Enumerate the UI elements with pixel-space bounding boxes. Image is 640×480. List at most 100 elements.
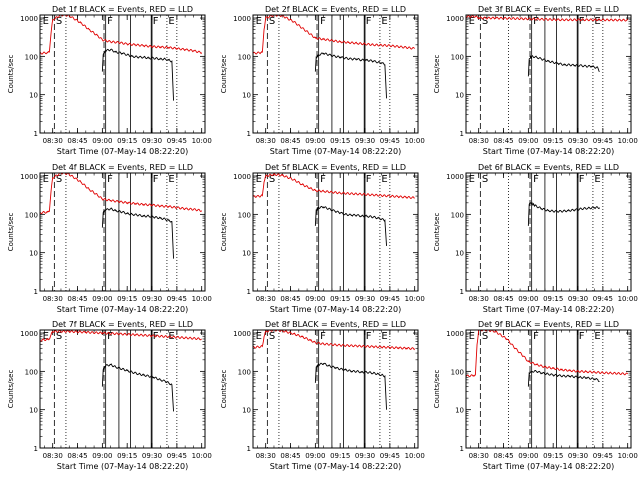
plot-frame	[252, 14, 419, 134]
event-marker-label: F	[320, 331, 326, 342]
y-tick-label: 100	[451, 368, 464, 376]
series-events	[527, 54, 600, 77]
y-tick-label: 100	[25, 211, 38, 219]
event-marker-label: S	[482, 16, 488, 27]
event-marker-label: E	[43, 16, 49, 27]
series-events	[314, 205, 387, 246]
plot-frame	[465, 172, 632, 292]
x-tick-label: 08:30	[43, 452, 63, 460]
y-tick-label: 1	[247, 130, 251, 138]
series-lld	[40, 173, 203, 215]
x-tick-label: 09:45	[593, 452, 613, 460]
event-marker-label: E	[381, 331, 387, 342]
x-tick-label: 08:30	[43, 137, 63, 145]
x-tick-label: 09:30	[568, 452, 588, 460]
y-tick-label: 1	[34, 445, 38, 453]
event-marker-label: F	[579, 331, 585, 342]
x-tick-label: 09:45	[593, 137, 613, 145]
event-marker-label: E	[381, 174, 387, 185]
y-tick-label: 10	[455, 92, 464, 100]
y-tick-label: 10	[455, 407, 464, 415]
x-tick-label: 09:45	[380, 137, 400, 145]
event-marker-label: F	[107, 16, 113, 27]
x-axis-label: Start Time (07-May-14 08:22:20)	[57, 305, 188, 314]
y-tick-label: 1000	[233, 330, 251, 338]
x-tick-label: 10:00	[192, 137, 212, 145]
y-tick-label: 1	[460, 130, 464, 138]
y-tick-label: 100	[451, 211, 464, 219]
x-tick-label: 09:00	[92, 452, 112, 460]
y-tick-label: 1000	[446, 330, 464, 338]
y-axis-label: Counts/sec	[433, 370, 441, 409]
y-tick-label: 1	[34, 130, 38, 138]
series-lld	[40, 15, 203, 55]
panel-8: Det 8f BLACK = Events, RED = LLD Counts/s…	[220, 320, 425, 471]
event-marker-label: E	[256, 174, 262, 185]
event-marker-label: F	[366, 174, 372, 185]
x-tick-label: 09:45	[167, 452, 187, 460]
series-events	[101, 207, 174, 259]
plot-frame	[39, 172, 206, 292]
y-tick-label: 10	[242, 407, 251, 415]
panel-6: Det 6f BLACK = Events, RED = LLD Counts/s…	[433, 163, 638, 314]
x-tick-label: 09:15	[330, 137, 350, 145]
event-marker-label: E	[256, 331, 262, 342]
event-marker-label: S	[56, 174, 62, 185]
panel-title: Det 7f BLACK = Events, RED = LLD	[52, 320, 193, 329]
event-marker-label: E	[43, 331, 49, 342]
event-marker-label: F	[533, 331, 539, 342]
panel-3: Det 3f BLACK = Events, RED = LLD Counts/s…	[433, 5, 638, 156]
panel-title: Det 4f BLACK = Events, RED = LLD	[52, 163, 193, 172]
y-tick-label: 1000	[233, 15, 251, 23]
y-axis-label: Counts/sec	[220, 213, 228, 252]
x-tick-label: 09:45	[380, 295, 400, 303]
series-events	[527, 370, 600, 387]
y-axis-label: Counts/sec	[7, 213, 15, 252]
x-tick-label: 08:45	[280, 137, 300, 145]
event-marker-label: F	[366, 16, 372, 27]
x-tick-label: 09:00	[305, 452, 325, 460]
x-tick-label: 09:30	[568, 295, 588, 303]
event-marker-label: S	[269, 174, 275, 185]
x-tick-label: 09:15	[543, 295, 563, 303]
x-tick-label: 09:15	[330, 452, 350, 460]
event-marker-label: F	[579, 16, 585, 27]
x-tick-label: 08:30	[256, 295, 276, 303]
y-axis-label: Counts/sec	[220, 370, 228, 409]
x-tick-label: 09:00	[92, 295, 112, 303]
series-events	[527, 201, 600, 226]
plot-frame	[39, 329, 206, 449]
event-marker-label: E	[168, 174, 174, 185]
x-tick-label: 09:45	[167, 295, 187, 303]
event-marker-label: S	[482, 331, 488, 342]
x-tick-label: 09:45	[167, 137, 187, 145]
event-marker-label: E	[594, 16, 600, 27]
y-tick-label: 10	[242, 92, 251, 100]
x-tick-label: 10:00	[618, 137, 638, 145]
event-marker-label: F	[366, 331, 372, 342]
panel-title: Det 1f BLACK = Events, RED = LLD	[52, 5, 193, 14]
x-tick-label: 08:30	[469, 137, 489, 145]
series-lld	[253, 330, 416, 351]
event-marker-label: E	[594, 174, 600, 185]
x-tick-label: 10:00	[405, 137, 425, 145]
x-tick-label: 09:30	[355, 295, 375, 303]
x-axis-label: Start Time (07-May-14 08:22:20)	[270, 147, 401, 156]
x-axis-label: Start Time (07-May-14 08:22:20)	[483, 462, 614, 471]
y-tick-label: 1	[460, 288, 464, 296]
x-tick-label: 09:00	[518, 137, 538, 145]
series-events	[101, 48, 174, 101]
y-axis-label: Counts/sec	[7, 55, 15, 94]
event-marker-label: E	[168, 331, 174, 342]
plot-frame	[252, 329, 419, 449]
y-tick-label: 100	[238, 368, 251, 376]
panel-title: Det 9f BLACK = Events, RED = LLD	[478, 320, 619, 329]
y-axis-label: Counts/sec	[433, 213, 441, 252]
x-tick-label: 09:30	[568, 137, 588, 145]
y-tick-label: 1000	[446, 173, 464, 181]
y-tick-label: 10	[29, 92, 38, 100]
plot-frame	[39, 14, 206, 134]
panel-2: Det 2f BLACK = Events, RED = LLD Counts/s…	[220, 5, 425, 156]
panel-title: Det 8f BLACK = Events, RED = LLD	[265, 320, 406, 329]
